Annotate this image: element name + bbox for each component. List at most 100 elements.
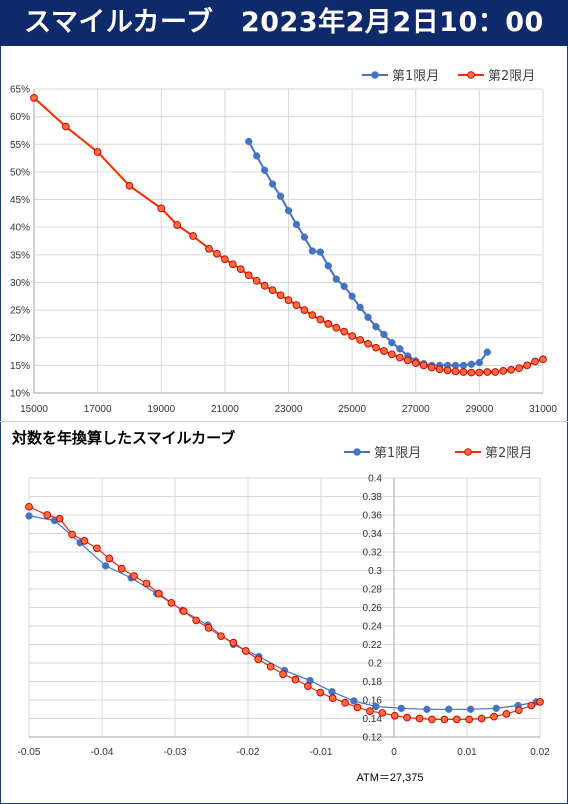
data-point-series-2 <box>68 530 76 539</box>
data-point-series-2 <box>125 181 134 190</box>
data-point-series-2 <box>395 353 404 362</box>
y-tick-label: 0.16 <box>363 696 383 707</box>
data-point-series-2 <box>380 347 388 355</box>
data-point-series-2 <box>341 698 349 707</box>
data-point-series-2 <box>356 336 364 344</box>
atm-annotation: ATM＝27,375 <box>356 772 423 784</box>
data-point-series-2 <box>388 350 396 359</box>
data-point-series-2 <box>304 682 312 690</box>
x-tick-label: 17000 <box>84 404 112 415</box>
data-point-series-2 <box>142 579 151 588</box>
data-point-series-2 <box>366 707 374 715</box>
data-point-series-1 <box>245 137 253 146</box>
x-tick-label: 23000 <box>275 404 303 415</box>
y-tick-label: 55% <box>10 140 30 151</box>
data-point-series-2 <box>419 361 428 370</box>
data-point-series-2 <box>459 368 468 376</box>
data-point-series-2 <box>403 713 411 722</box>
data-point-series-1 <box>356 303 364 311</box>
y-tick-label: 15% <box>10 361 30 372</box>
data-point-series-2 <box>241 647 250 655</box>
data-point-series-2 <box>300 306 309 314</box>
y-tick-label: 60% <box>10 112 30 123</box>
data-point-series-2 <box>266 662 275 671</box>
page-title: スマイルカーブ 2023年2月2日10：00 <box>0 0 568 46</box>
data-point-series-1 <box>492 704 500 712</box>
data-point-series-1 <box>276 192 285 200</box>
y-tick-label: 0.34 <box>363 529 383 540</box>
y-tick-label: 0.3 <box>368 566 382 577</box>
data-point-series-1 <box>25 512 33 520</box>
data-point-series-2 <box>268 286 277 295</box>
data-point-series-1 <box>316 248 324 256</box>
y-tick-label: 35% <box>10 250 30 261</box>
data-point-series-1 <box>467 360 476 368</box>
data-point-series-1 <box>348 292 356 300</box>
x-tick-label: -0.01 <box>310 747 333 758</box>
data-point-series-1 <box>350 697 358 705</box>
data-point-series-2 <box>221 255 229 264</box>
data-point-series-1 <box>324 262 332 270</box>
x-tick-label: 0 <box>391 747 397 758</box>
data-point-series-1 <box>380 330 388 339</box>
data-point-series-2 <box>276 291 285 300</box>
data-point-series-1 <box>102 562 110 570</box>
data-point-series-2 <box>536 697 544 706</box>
data-point-series-2 <box>443 366 452 375</box>
chart-divider <box>0 421 568 422</box>
y-tick-label: 20% <box>10 333 30 344</box>
data-point-series-2 <box>213 249 221 258</box>
data-point-series-2 <box>467 368 476 377</box>
x-tick-label: 0.01 <box>457 747 477 758</box>
x-tick-label: 19000 <box>147 404 175 415</box>
data-point-series-1 <box>364 313 372 321</box>
y-tick-label: 0.26 <box>363 603 383 614</box>
data-point-series-2 <box>105 554 114 563</box>
data-point-series-2 <box>252 276 261 285</box>
x-tick-label: -0.04 <box>91 747 114 758</box>
data-point-series-2 <box>332 323 341 332</box>
x-tick-label: 15000 <box>20 404 48 415</box>
data-point-series-2 <box>279 670 287 678</box>
legend-marker-series-2 <box>467 71 475 79</box>
y-tick-label: 10% <box>10 389 30 400</box>
series-line-1 <box>28 515 537 710</box>
y-tick-label: 0.4 <box>368 474 382 485</box>
y-tick-label: 0.22 <box>363 640 383 651</box>
legend-label-series-1: 第1限月 <box>392 69 439 84</box>
data-point-series-2 <box>499 367 508 375</box>
data-point-series-2 <box>372 343 380 352</box>
y-tick-label: 0.2 <box>368 659 382 670</box>
data-point-series-2 <box>292 301 301 309</box>
data-point-series-2 <box>228 260 237 269</box>
data-point-series-2 <box>507 365 516 374</box>
data-point-series-2 <box>415 714 424 723</box>
data-point-series-1 <box>423 705 431 713</box>
data-point-series-1 <box>284 206 293 215</box>
data-point-series-2 <box>502 710 511 718</box>
data-point-series-2 <box>291 675 300 684</box>
data-point-series-1 <box>483 348 491 356</box>
data-point-series-2 <box>173 221 182 229</box>
data-point-series-2 <box>483 368 492 376</box>
data-point-series-1 <box>475 358 484 367</box>
data-point-series-2 <box>260 281 269 290</box>
x-tick-label: 25000 <box>338 404 366 415</box>
data-point-series-2 <box>411 359 420 368</box>
data-point-series-2 <box>155 589 163 598</box>
data-point-series-2 <box>25 502 33 511</box>
data-point-series-2 <box>167 599 176 607</box>
data-point-series-2 <box>440 715 449 724</box>
data-point-series-2 <box>130 572 138 580</box>
data-point-series-1 <box>300 233 309 241</box>
legend-label-series-1: 第1限月 <box>374 446 421 461</box>
x-tick-label: 21000 <box>211 404 239 415</box>
data-point-series-2 <box>515 364 523 372</box>
series-line-1 <box>247 141 489 367</box>
data-point-series-1 <box>388 339 396 347</box>
data-point-series-2 <box>229 638 238 647</box>
data-point-series-2 <box>55 514 64 523</box>
data-point-series-2 <box>179 607 188 616</box>
y-tick-label: 0.28 <box>363 585 383 596</box>
